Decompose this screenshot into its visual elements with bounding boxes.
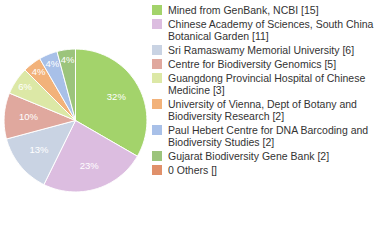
svg-text:4%: 4% bbox=[45, 58, 59, 69]
html-text:0 Others []: 0 Others [] bbox=[168, 164, 217, 176]
html-text:Sri Ramaswamy Memorial Univers: Sri Ramaswamy Memorial University [6] bbox=[168, 44, 355, 56]
svg-text:32%: 32% bbox=[107, 91, 127, 102]
html-text:University of Vienna, Dept of: University of Vienna, Dept of Botany and… bbox=[168, 98, 357, 122]
html-text:Paul Hebert Centre for DNA Bar: Paul Hebert Centre for DNA Barcoding and… bbox=[168, 124, 369, 148]
html-text:Mined from GenBank, NCBI [15]: Mined from GenBank, NCBI [15] bbox=[168, 4, 319, 16]
svg-text:10%: 10% bbox=[19, 111, 39, 122]
svg-text:13%: 13% bbox=[30, 144, 50, 155]
html-text:Gujarat Biodiversity Gene Bank: Gujarat Biodiversity Gene Bank [2] bbox=[168, 150, 330, 162]
svg-text:23%: 23% bbox=[80, 160, 100, 171]
html-text:Centre for Biodiversity Genomi: Centre for Biodiversity Genomics [5] bbox=[168, 58, 337, 70]
svg-text:4%: 4% bbox=[32, 66, 46, 77]
html-text:Guangdong Provincial Hospital: Guangdong Provincial Hospital of Chinese… bbox=[168, 72, 366, 96]
svg-text:4%: 4% bbox=[61, 54, 75, 65]
svg-text:6%: 6% bbox=[18, 81, 32, 92]
html-text:Chinese Academy of Sciences, S: Chinese Academy of Sciences, South China… bbox=[168, 18, 374, 42]
